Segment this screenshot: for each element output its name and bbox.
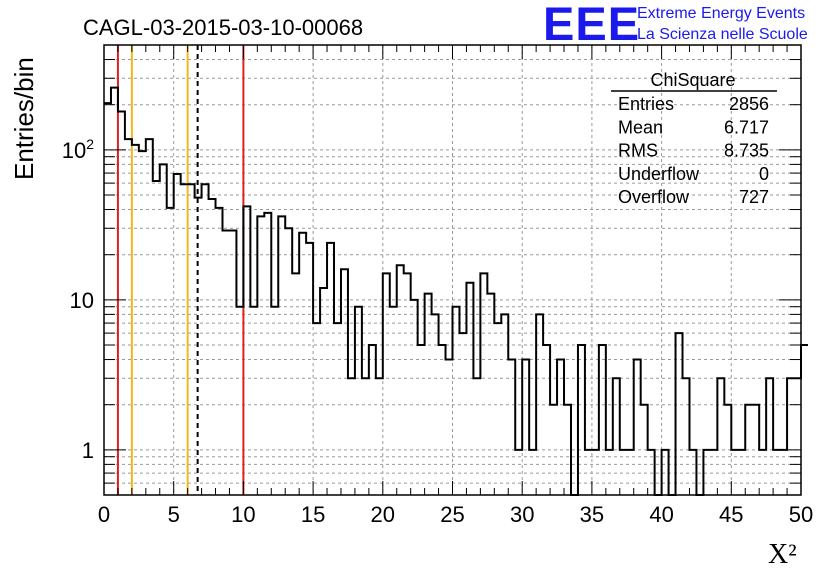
histogram-bin [494, 323, 501, 495]
histogram-bin [801, 345, 808, 495]
y-tick-label: 1 [82, 438, 94, 463]
histogram-bin [229, 230, 236, 495]
histogram-bin [118, 112, 125, 495]
histogram-bin [250, 307, 257, 495]
histogram-bin [264, 213, 271, 495]
y-axis-label: Entries/bin [9, 57, 39, 180]
grid-lines [104, 44, 801, 496]
histogram-bin [125, 139, 132, 495]
x-tick-label: 15 [301, 502, 325, 527]
eee-logo-line2: La Scienza nelle Scuole [637, 26, 808, 43]
y-tick-labels: 1 10 102 [62, 136, 94, 463]
x-tick-label: 20 [371, 502, 395, 527]
eee-logo-line1: Extreme Energy Events [637, 5, 805, 22]
histogram-bin [376, 378, 383, 495]
histogram-bin [174, 174, 181, 495]
histogram-bin [111, 88, 118, 495]
x-tick-label: 5 [168, 502, 180, 527]
histogram-bin [160, 164, 167, 495]
stats-label: RMS [618, 141, 658, 161]
axis-ticks [103, 44, 802, 496]
histogram-bin [209, 199, 216, 495]
x-tick-labels: 0 5 10 15 20 25 30 35 40 45 50 [98, 502, 813, 527]
histogram-bin [278, 216, 285, 495]
x-tick-label: 0 [98, 502, 110, 527]
histogram-bin [557, 360, 564, 495]
histogram-bin [299, 233, 306, 495]
histogram-bin [794, 378, 801, 495]
histogram-bin [362, 378, 369, 495]
histogram-bin [104, 103, 111, 495]
histogram-bin [146, 139, 153, 495]
histogram-bin [411, 300, 418, 495]
stats-value: 8.735 [724, 141, 769, 161]
histogram-bin [390, 307, 397, 495]
histogram-bin [634, 360, 641, 495]
x-tick-label: 30 [510, 502, 534, 527]
histogram-bin [202, 184, 209, 495]
histogram-bin [508, 360, 515, 495]
histogram-bin [543, 345, 550, 495]
histogram-bin [599, 345, 606, 495]
stats-value: 0 [759, 164, 769, 184]
y-tick-label: 102 [62, 136, 94, 163]
x-tick-label: 35 [580, 502, 604, 527]
histogram-bin [167, 208, 174, 495]
stats-value: 2856 [729, 94, 769, 114]
x-tick-label: 10 [231, 502, 255, 527]
histogram-bin [348, 378, 355, 495]
histogram-bins [104, 88, 808, 495]
stats-title: ChiSquare [650, 70, 735, 90]
eee-logo: EEE Extreme Energy Events La Scienza nel… [543, 0, 808, 50]
histogram-bin [439, 345, 446, 495]
x-axis-label: X² [768, 539, 797, 570]
stats-label: Mean [618, 117, 663, 137]
histogram-bin [271, 307, 278, 495]
stats-label: Overflow [618, 187, 690, 207]
reference-lines [116, 45, 245, 495]
histogram-bin [787, 378, 794, 495]
histogram-bin [313, 323, 320, 495]
histogram-bin [369, 345, 376, 495]
histogram-bin [236, 307, 243, 495]
histogram-bin [522, 360, 529, 495]
stats-label: Underflow [618, 164, 700, 184]
y-tick-label: 10 [70, 288, 94, 313]
stats-value: 727 [739, 187, 769, 207]
histogram-bin [717, 378, 724, 495]
histogram-bin [578, 345, 585, 495]
histogram-bin [766, 378, 773, 495]
eee-logo-text: EEE [543, 0, 640, 50]
x-tick-label: 45 [719, 502, 743, 527]
histogram-bin [459, 333, 466, 495]
x-tick-label: 25 [440, 502, 464, 527]
histogram-bin [216, 208, 223, 495]
histogram-bin [418, 345, 425, 495]
stats-value: 6.717 [724, 117, 769, 137]
histogram-bin [188, 184, 195, 495]
histogram-bin [446, 360, 453, 495]
stats-label: Entries [618, 94, 674, 114]
histogram-bin [473, 378, 480, 495]
x-tick-label: 50 [789, 502, 813, 527]
histogram-bin [676, 333, 683, 495]
x-tick-label: 40 [649, 502, 673, 527]
histogram-bin [257, 216, 264, 495]
histogram-bin [334, 323, 341, 495]
histogram-bin [341, 269, 348, 495]
histogram-bin [355, 307, 362, 495]
histogram-outline [104, 86, 808, 496]
histogram-bin [132, 145, 139, 495]
histogram-bin [683, 378, 690, 495]
histogram-bin [222, 230, 229, 495]
histogram-bin [243, 206, 250, 495]
histogram-bin [613, 378, 620, 495]
stats-box: ChiSquare Entries 2856 Mean 6.717 RMS 8.735 Un… [611, 70, 777, 207]
histogram-bin [285, 228, 292, 495]
stats-rows: Entries 2856 Mean 6.717 RMS 8.735 Underflow 0 Ov… [618, 94, 769, 207]
histogram-bin [453, 307, 460, 495]
chart-title: CAGL-03-2015-03-10-00068 [83, 15, 363, 40]
histogram-bin [181, 184, 188, 495]
